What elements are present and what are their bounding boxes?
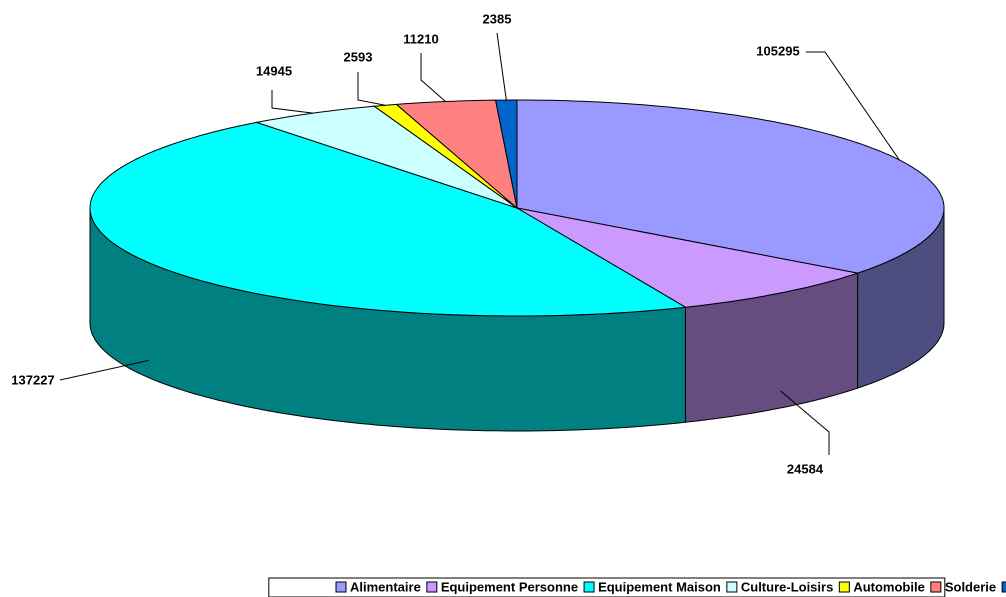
legend-label: Equipement Personne (441, 579, 578, 594)
data-label: 105295 (756, 43, 799, 58)
slice (89, 121, 687, 317)
data-label: 14945 (256, 63, 292, 78)
legend-label: Solderie (945, 579, 996, 594)
slice (494, 99, 518, 209)
data-label: 2385 (483, 11, 512, 26)
data-label: 24584 (787, 461, 824, 476)
leader-line (806, 51, 900, 161)
leader-line (420, 53, 446, 102)
legend-label: Automobile (853, 579, 925, 594)
leader-line (59, 359, 149, 381)
legend (268, 577, 946, 597)
legend-label: Equipement Maison (598, 579, 721, 594)
slice (516, 207, 858, 308)
data-label: 11210 (403, 31, 438, 46)
legend-label: Culture-Loisirs (741, 579, 833, 594)
legend-swatch (930, 581, 942, 593)
legend-swatch (1001, 581, 1006, 593)
data-label: 2593 (344, 49, 373, 64)
leader-line (271, 90, 313, 114)
data-label: 137227 (11, 372, 54, 387)
legend-label: Alimentaire (350, 579, 421, 594)
leader-line (779, 390, 830, 455)
leader-line (496, 32, 507, 101)
leader-line (357, 72, 386, 106)
legend-swatch (335, 581, 347, 593)
legend-swatch (726, 581, 738, 593)
legend-swatch (426, 581, 438, 593)
legend-swatch (583, 581, 595, 593)
legend-swatch (838, 581, 850, 593)
